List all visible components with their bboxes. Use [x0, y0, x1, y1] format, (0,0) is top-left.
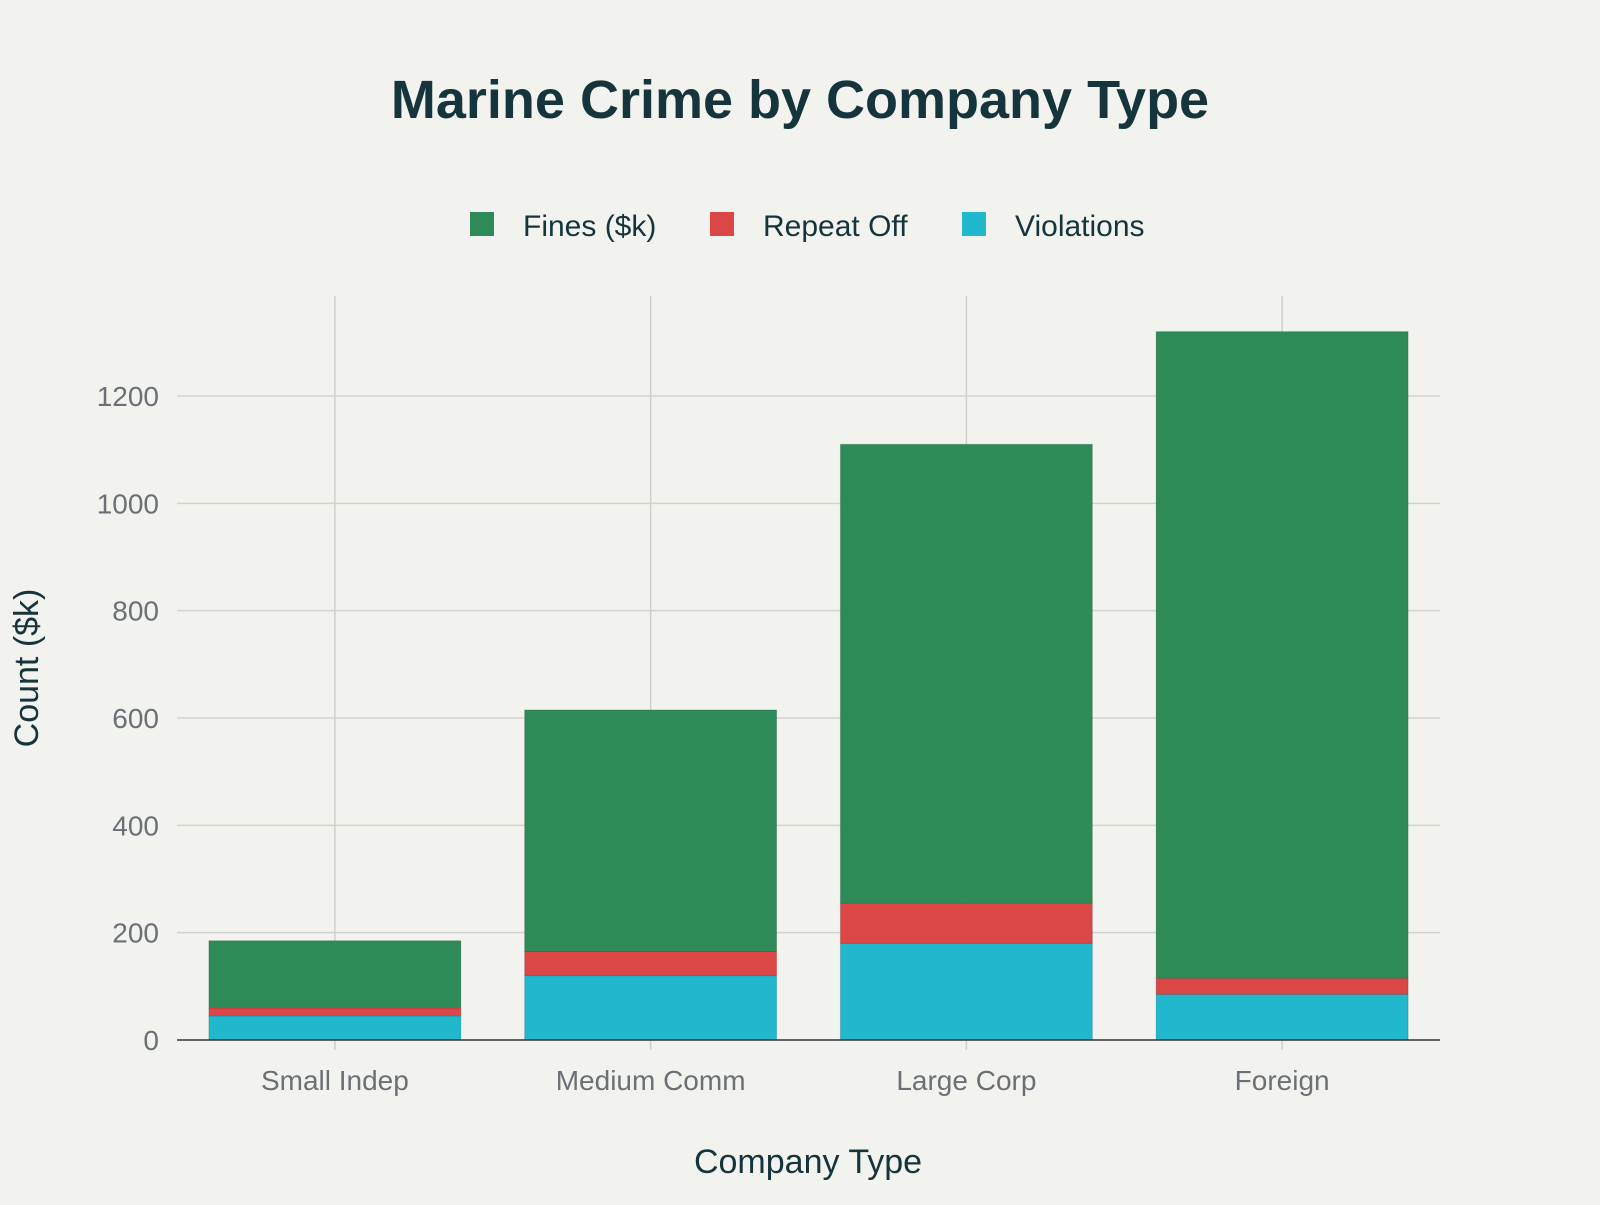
- bars: [208, 331, 1409, 1041]
- bar-violations[interactable]: [524, 975, 778, 1041]
- bar-repeat-off[interactable]: [524, 950, 778, 977]
- axes: 0 200 400 600 800 1000 1200 Small Indep Medium C…: [97, 381, 1440, 1096]
- legend: Fines ($k) Repeat Off Violations: [470, 210, 1145, 243]
- y-tick-label: 600: [112, 703, 159, 734]
- bar-repeat-off[interactable]: [839, 902, 1093, 944]
- legend-swatch: [962, 212, 986, 236]
- x-tick-label: Small Indep: [261, 1065, 409, 1096]
- bar-repeat-off[interactable]: [1155, 977, 1409, 995]
- y-tick-label: 1200: [97, 381, 159, 412]
- y-tick-label: 800: [112, 596, 159, 627]
- legend-label[interactable]: Repeat Off: [763, 210, 908, 243]
- y-axis-label: Count ($k): [8, 589, 46, 748]
- y-tick-label: 400: [112, 810, 159, 841]
- bar-violations[interactable]: [1155, 993, 1409, 1041]
- bar-fines-k[interactable]: [208, 940, 462, 1009]
- y-tick-label: 200: [112, 918, 159, 949]
- bar-fines-k[interactable]: [524, 709, 778, 952]
- legend-label[interactable]: Fines ($k): [523, 210, 656, 243]
- bar-violations[interactable]: [208, 1015, 462, 1041]
- legend-swatch: [470, 212, 494, 236]
- x-axis-label: Company Type: [694, 1143, 922, 1181]
- legend-label[interactable]: Violations: [1015, 210, 1145, 243]
- bar-fines-k[interactable]: [1155, 331, 1409, 979]
- x-tick-label: Medium Comm: [556, 1065, 746, 1096]
- y-tick-label: 1000: [97, 488, 159, 519]
- y-tick-label: 0: [143, 1025, 159, 1056]
- x-tick-label: Large Corp: [896, 1065, 1036, 1096]
- bar-violations[interactable]: [839, 942, 1093, 1041]
- bar-repeat-off[interactable]: [208, 1007, 462, 1017]
- x-tick-label: Foreign: [1235, 1065, 1330, 1096]
- chart-title: Marine Crime by Company Type: [391, 70, 1209, 130]
- bar-fines-k[interactable]: [839, 443, 1093, 904]
- legend-swatch: [710, 212, 734, 236]
